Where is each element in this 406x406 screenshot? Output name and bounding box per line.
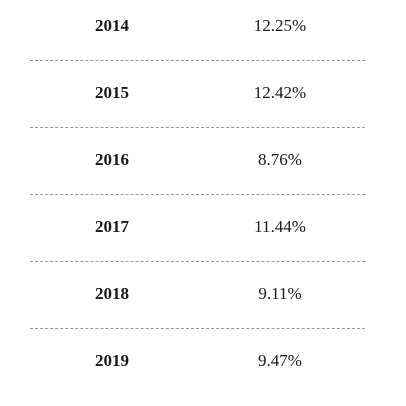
rate-cell: 9.11% <box>230 284 330 304</box>
year-cell: 2018 <box>72 284 152 304</box>
table-row: 2016 8.76% <box>0 150 406 170</box>
rate-cell: 12.42% <box>230 83 330 103</box>
table-row: 2018 9.11% <box>0 284 406 304</box>
year-cell: 2014 <box>72 16 152 36</box>
year-cell: 2019 <box>72 351 152 371</box>
rate-cell: 12.25% <box>230 16 330 36</box>
rate-cell: 11.44% <box>230 217 330 237</box>
row-divider <box>30 194 365 195</box>
rate-cell: 9.47% <box>230 351 330 371</box>
table-row: 2017 11.44% <box>0 217 406 237</box>
row-divider <box>30 127 365 128</box>
table-row: 2014 12.25% <box>0 16 406 36</box>
table-row: 2015 12.42% <box>0 83 406 103</box>
row-divider <box>30 328 365 329</box>
row-divider <box>30 261 365 262</box>
row-divider <box>30 60 365 61</box>
year-cell: 2015 <box>72 83 152 103</box>
rate-cell: 8.76% <box>230 150 330 170</box>
year-cell: 2017 <box>72 217 152 237</box>
year-cell: 2016 <box>72 150 152 170</box>
table-row: 2019 9.47% <box>0 351 406 371</box>
